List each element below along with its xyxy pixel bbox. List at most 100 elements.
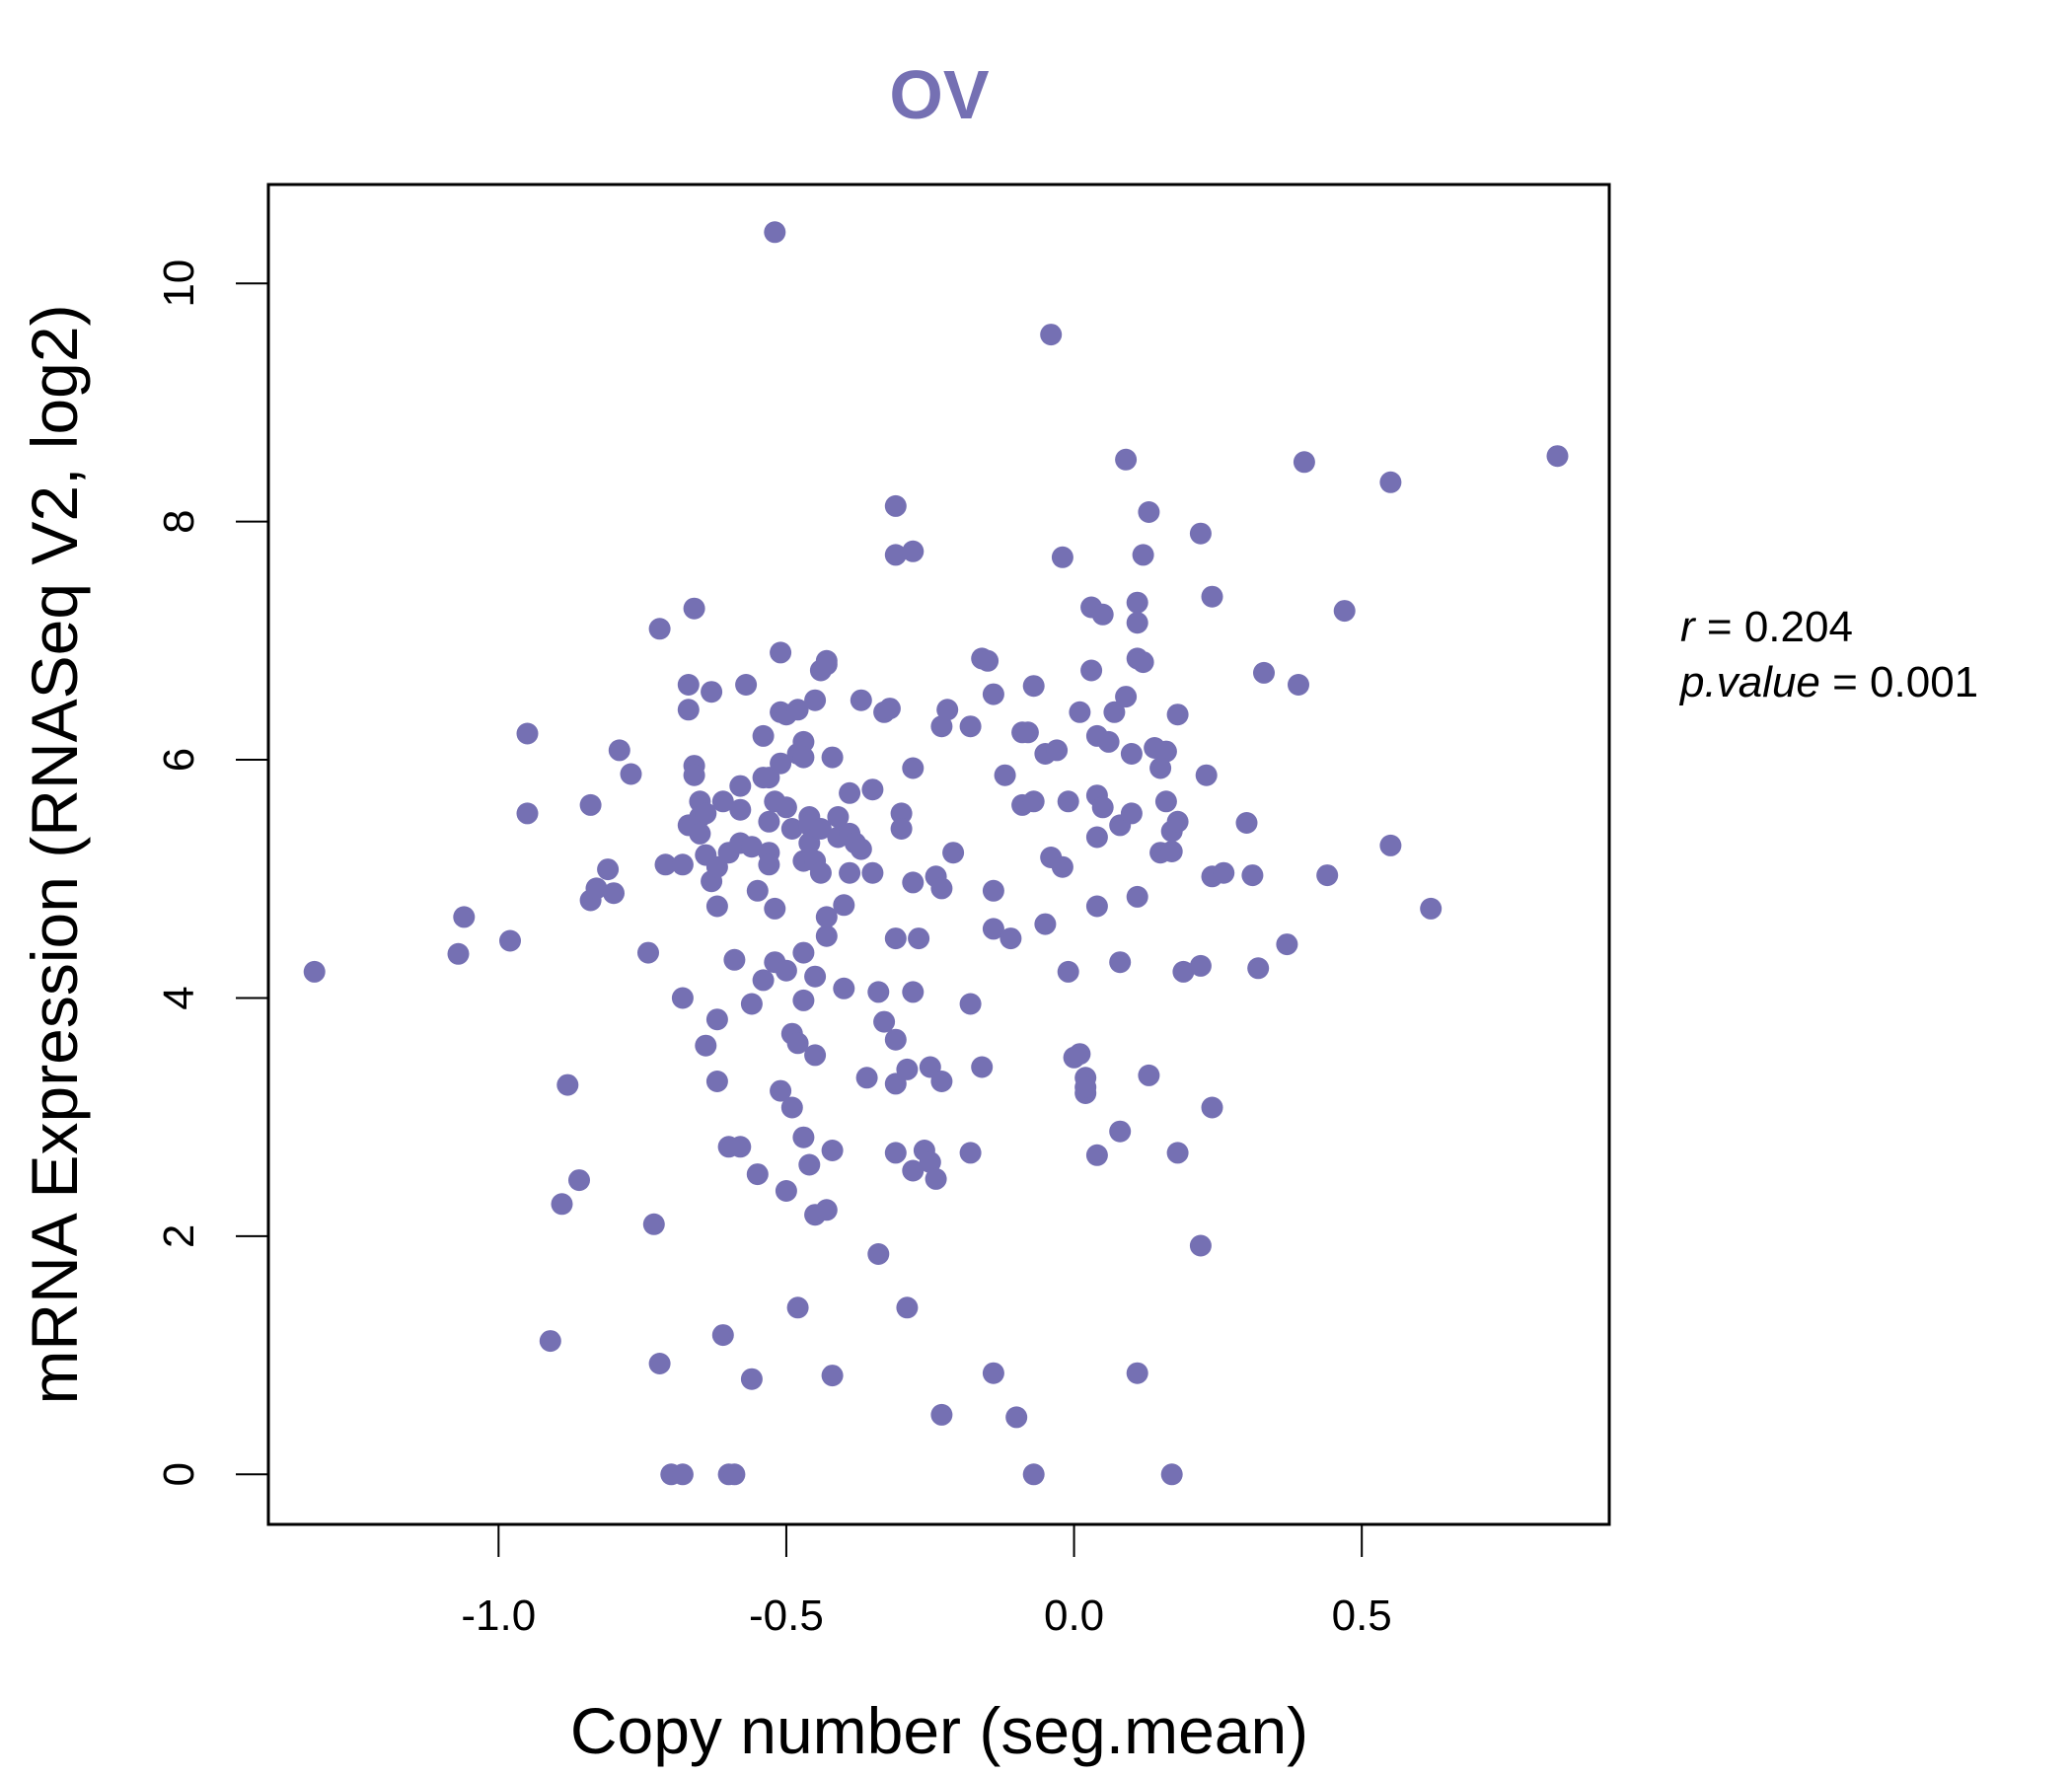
data-point — [1126, 885, 1148, 908]
data-point — [1546, 445, 1569, 468]
data-point — [1160, 841, 1183, 862]
data-point — [1166, 1142, 1189, 1164]
chart-title: OV — [889, 56, 989, 133]
data-point — [1120, 743, 1143, 765]
data-point — [959, 993, 982, 1015]
data-point — [861, 861, 884, 884]
y-axis-label: mRNA Expression (RNASeq V2, log2) — [18, 304, 91, 1404]
data-point — [833, 894, 855, 917]
data-point — [1069, 701, 1091, 723]
data-point — [1034, 913, 1057, 935]
data-point — [516, 802, 539, 825]
y-tick-label: 6 — [155, 748, 203, 772]
y-tick-label: 2 — [155, 1224, 203, 1248]
data-point — [982, 918, 1004, 940]
data-point — [1022, 675, 1045, 698]
data-point — [1097, 730, 1120, 753]
data-point — [971, 1056, 994, 1078]
correlation-stats: r = 0.204 p.value = 0.001 — [1678, 603, 1978, 706]
data-point — [786, 1296, 809, 1319]
data-point — [453, 906, 476, 928]
y-axis: 0 2 4 6 8 10 — [155, 259, 269, 1487]
data-point — [1379, 834, 1402, 856]
data-point — [798, 1153, 821, 1176]
data-point — [729, 1136, 752, 1158]
r-statistic: r = 0.204 — [1680, 603, 1853, 651]
x-tick-label: 0.5 — [1332, 1591, 1392, 1640]
data-point — [827, 806, 850, 828]
data-point — [770, 1079, 792, 1102]
data-point — [902, 1159, 925, 1182]
data-point — [999, 927, 1022, 950]
data-point — [1126, 591, 1148, 614]
data-point — [1126, 1362, 1148, 1384]
data-point — [884, 927, 907, 950]
data-point — [683, 764, 705, 786]
data-point — [1016, 721, 1039, 744]
x-tick-label: -1.0 — [461, 1591, 536, 1640]
p-label: p.value — [1678, 658, 1820, 706]
data-point — [792, 746, 815, 769]
data-point — [815, 653, 838, 676]
data-point — [786, 1032, 809, 1055]
data-point — [821, 1140, 844, 1161]
data-point — [982, 879, 1004, 902]
data-point — [1213, 861, 1235, 884]
data-point — [890, 818, 913, 840]
data-point — [867, 1243, 890, 1265]
data-point — [878, 698, 901, 720]
data-point — [620, 763, 642, 785]
data-point — [1103, 701, 1126, 723]
data-point — [1080, 659, 1103, 682]
data-point — [1109, 1120, 1132, 1143]
data-point — [516, 722, 539, 745]
data-point — [1160, 1463, 1183, 1486]
data-point — [770, 641, 792, 664]
data-point — [775, 1180, 797, 1202]
data-point — [890, 802, 913, 825]
data-point — [1420, 897, 1443, 920]
data-point — [447, 942, 470, 965]
data-point — [1132, 544, 1154, 566]
data-point — [752, 724, 775, 747]
data-point — [637, 941, 659, 964]
r-label: r — [1680, 603, 1697, 651]
data-point — [821, 746, 844, 769]
data-point — [729, 798, 752, 821]
data-point — [792, 730, 815, 753]
data-point — [861, 778, 884, 801]
data-point — [930, 877, 953, 900]
data-point — [1022, 1463, 1045, 1486]
data-point — [780, 1096, 803, 1119]
data-point — [1241, 864, 1264, 887]
data-point — [855, 1067, 878, 1089]
data-point — [671, 1463, 694, 1486]
data-point — [1091, 603, 1114, 626]
data-point — [775, 959, 797, 982]
data-point — [551, 1193, 573, 1216]
data-point — [792, 1126, 815, 1148]
data-point — [1154, 740, 1177, 763]
data-point — [925, 1167, 947, 1190]
data-point — [930, 1403, 953, 1426]
data-point — [930, 715, 953, 738]
data-point — [839, 781, 861, 804]
data-point — [1316, 864, 1339, 887]
data-point — [902, 981, 925, 1003]
data-point — [1276, 933, 1298, 956]
data-point — [723, 1463, 746, 1486]
data-point — [884, 1142, 907, 1164]
data-point — [711, 1324, 734, 1347]
data-point — [902, 757, 925, 779]
data-point — [1293, 451, 1315, 474]
data-point — [1379, 471, 1402, 493]
data-point — [942, 842, 965, 864]
data-point — [1138, 1064, 1160, 1086]
data-point — [896, 1058, 919, 1080]
data-point — [815, 925, 838, 947]
data-point — [683, 597, 705, 620]
data-point — [735, 674, 758, 696]
data-point — [896, 1296, 919, 1319]
data-point — [539, 1330, 561, 1353]
